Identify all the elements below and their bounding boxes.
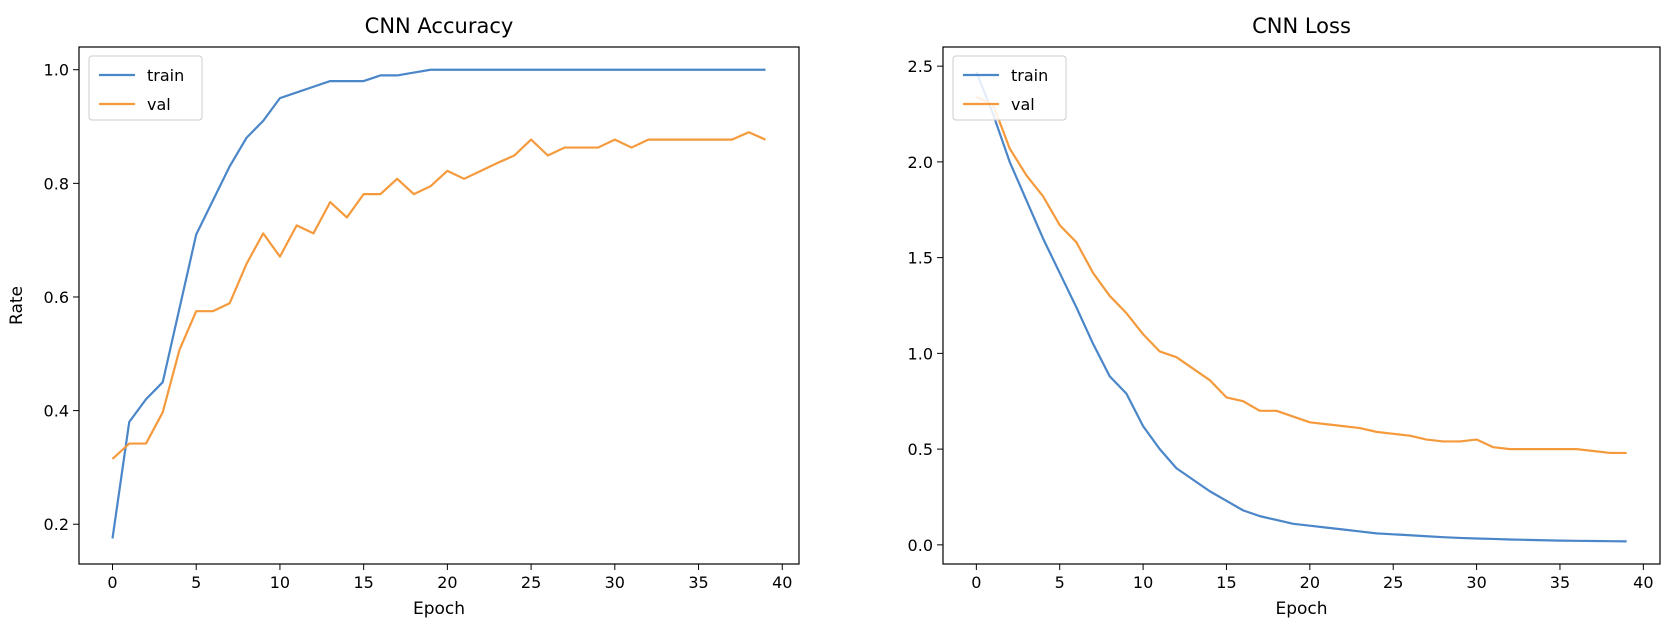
loss-x-tick-label: 0: [971, 573, 981, 592]
accuracy-y-tick-label: 0.2: [44, 515, 69, 534]
loss-y-tick-label: 1.5: [908, 249, 933, 268]
accuracy-x-axis-label: Epoch: [413, 599, 465, 619]
accuracy-x-tick-label: 15: [353, 573, 373, 592]
accuracy-x-tick-label: 25: [521, 573, 541, 592]
loss-chart-title: CNN Loss: [1252, 14, 1351, 38]
accuracy-x-tick-label: 40: [772, 573, 792, 592]
accuracy-x-tick-label: 10: [270, 573, 290, 592]
accuracy-x-tick-label: 30: [605, 573, 625, 592]
loss-y-tick-label: 0.5: [908, 440, 933, 459]
loss-y-tick-label: 2.0: [908, 153, 933, 172]
loss-val-line: [975, 95, 1627, 455]
loss-legend: train val: [952, 55, 1067, 121]
loss-train-line: [975, 71, 1627, 543]
accuracy-y-tick-label: 0.4: [44, 402, 69, 421]
loss-x-tick-label: 15: [1216, 573, 1236, 592]
loss-axes-frame: [942, 46, 1661, 565]
loss-y-tick-label: 0.0: [908, 536, 933, 555]
loss-chart: CNN Loss 0 5 10 15 20 25 30 35 40 0.0 0.5 1.0 1.5 2.0 2…: [908, 14, 1661, 619]
loss-x-tick-label: 30: [1466, 573, 1486, 592]
accuracy-axes-frame: [78, 46, 800, 565]
accuracy-val-line: [111, 131, 766, 460]
loss-x-tick-label: 10: [1133, 573, 1153, 592]
loss-legend-label-val: val: [1011, 95, 1035, 114]
accuracy-legend-label-train: train: [147, 66, 184, 85]
accuracy-y-tick-label: 0.8: [44, 174, 69, 193]
accuracy-y-tick-label: 0.6: [44, 288, 69, 307]
accuracy-y-axis-label: Rate: [7, 286, 27, 325]
accuracy-train-line: [111, 68, 766, 539]
accuracy-x-tick-label: 5: [191, 573, 201, 592]
accuracy-x-tick-label: 35: [688, 573, 708, 592]
loss-x-tick-label: 5: [1055, 573, 1065, 592]
loss-y-tick-label: 2.5: [908, 57, 933, 76]
loss-y-tick-label: 1.0: [908, 344, 933, 363]
accuracy-chart: CNN Accuracy 0 5 10 15 20 25 30 35 40 0.2 0.4 0.6 0.8…: [7, 14, 800, 619]
accuracy-y-tick-label: 1.0: [44, 61, 69, 80]
loss-x-tick-label: 35: [1550, 573, 1570, 592]
loss-legend-label-train: train: [1011, 66, 1048, 85]
loss-x-axis-label: Epoch: [1275, 599, 1327, 619]
loss-x-tick-label: 40: [1633, 573, 1653, 592]
accuracy-x-tick-label: 0: [107, 573, 117, 592]
accuracy-chart-title: CNN Accuracy: [365, 14, 514, 38]
loss-legend-box: [952, 55, 1067, 121]
accuracy-legend-box: [88, 55, 203, 121]
accuracy-legend: train val: [88, 55, 203, 121]
accuracy-x-tick-label: 20: [437, 573, 457, 592]
accuracy-legend-label-val: val: [147, 95, 171, 114]
loss-x-tick-label: 20: [1300, 573, 1320, 592]
loss-x-tick-label: 25: [1383, 573, 1403, 592]
